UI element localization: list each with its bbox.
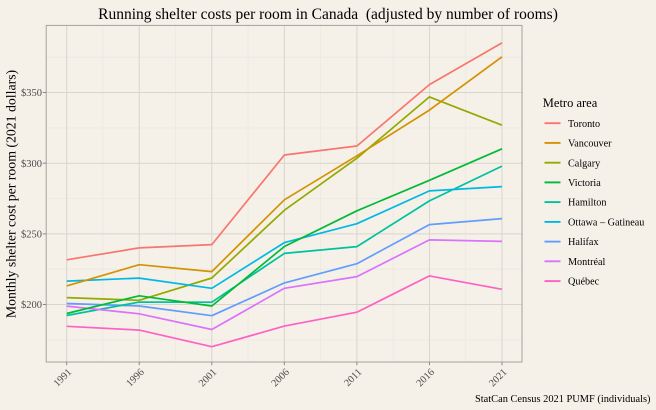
- svg-text:Vancouver: Vancouver: [568, 139, 612, 150]
- svg-text:Ottawa – Gatineau: Ottawa – Gatineau: [568, 218, 644, 229]
- svg-text:Halifax: Halifax: [568, 237, 599, 248]
- svg-text:StatCan Census 2021 PUMF (indi: StatCan Census 2021 PUMF (individuals): [475, 394, 651, 405]
- svg-text:Running shelter costs per room: Running shelter costs per room in Canada…: [98, 6, 558, 23]
- svg-text:$250: $250: [21, 230, 42, 241]
- svg-text:Metro area: Metro area: [543, 96, 598, 110]
- svg-text:Victoria: Victoria: [568, 178, 601, 189]
- svg-text:Calgary: Calgary: [568, 158, 601, 169]
- svg-text:Montréal: Montréal: [568, 257, 606, 268]
- svg-text:Monthly shelter cost per room: Monthly shelter cost per room (2021 doll…: [4, 70, 20, 318]
- svg-text:Toronto: Toronto: [568, 119, 600, 130]
- svg-text:$200: $200: [21, 300, 42, 311]
- svg-text:$350: $350: [21, 88, 42, 99]
- svg-text:$300: $300: [21, 159, 42, 170]
- svg-text:Hamilton: Hamilton: [568, 198, 606, 209]
- svg-text:Québec: Québec: [568, 277, 600, 288]
